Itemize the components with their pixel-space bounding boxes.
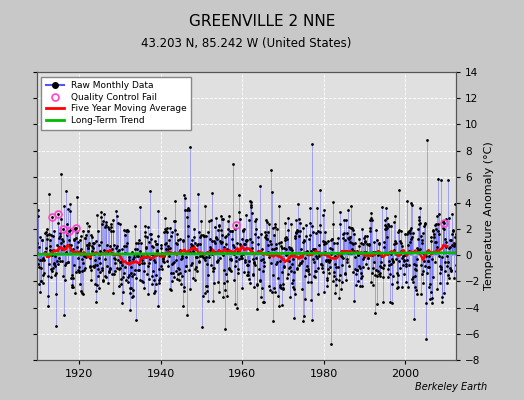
Y-axis label: Temperature Anomaly (°C): Temperature Anomaly (°C) (485, 142, 495, 290)
Text: GREENVILLE 2 NNE: GREENVILLE 2 NNE (189, 14, 335, 29)
Text: Berkeley Earth: Berkeley Earth (415, 382, 487, 392)
Title: 43.203 N, 85.242 W (United States): 43.203 N, 85.242 W (United States) (141, 37, 352, 50)
Legend: Raw Monthly Data, Quality Control Fail, Five Year Moving Average, Long-Term Tren: Raw Monthly Data, Quality Control Fail, … (41, 76, 191, 130)
